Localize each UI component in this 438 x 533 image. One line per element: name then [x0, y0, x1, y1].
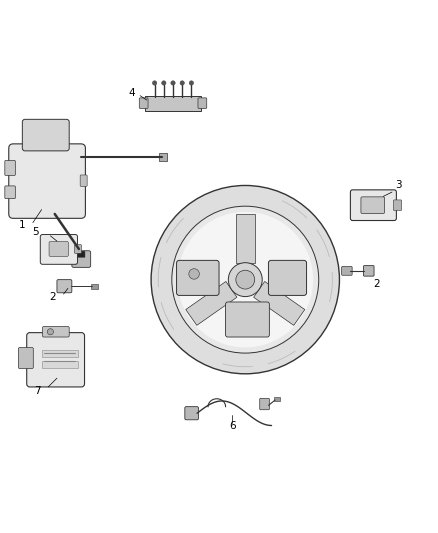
Circle shape: [189, 269, 199, 279]
FancyBboxPatch shape: [159, 152, 167, 160]
Text: 7: 7: [34, 386, 41, 397]
FancyBboxPatch shape: [42, 350, 78, 357]
FancyBboxPatch shape: [40, 235, 78, 264]
FancyBboxPatch shape: [260, 398, 269, 410]
Text: 2: 2: [373, 279, 380, 289]
FancyBboxPatch shape: [42, 361, 78, 368]
Circle shape: [189, 81, 194, 85]
Text: 2: 2: [49, 292, 56, 302]
Circle shape: [152, 81, 157, 85]
FancyBboxPatch shape: [5, 186, 15, 199]
FancyBboxPatch shape: [145, 96, 201, 111]
Text: 4: 4: [128, 88, 135, 99]
FancyBboxPatch shape: [9, 144, 85, 219]
FancyBboxPatch shape: [49, 241, 68, 256]
FancyBboxPatch shape: [18, 348, 33, 368]
Circle shape: [236, 270, 255, 289]
FancyBboxPatch shape: [27, 333, 85, 387]
Circle shape: [172, 206, 319, 353]
FancyBboxPatch shape: [198, 98, 207, 108]
Circle shape: [177, 212, 313, 348]
Polygon shape: [236, 214, 255, 263]
Circle shape: [171, 81, 175, 85]
FancyBboxPatch shape: [361, 197, 385, 214]
FancyBboxPatch shape: [226, 302, 269, 337]
FancyBboxPatch shape: [139, 98, 148, 108]
Circle shape: [180, 81, 184, 85]
Text: 1: 1: [18, 220, 25, 230]
FancyBboxPatch shape: [268, 260, 307, 295]
FancyBboxPatch shape: [22, 119, 69, 151]
Circle shape: [151, 185, 339, 374]
FancyBboxPatch shape: [72, 251, 91, 268]
FancyBboxPatch shape: [185, 407, 198, 420]
Circle shape: [228, 263, 262, 296]
Polygon shape: [254, 281, 305, 325]
FancyBboxPatch shape: [42, 327, 69, 337]
FancyBboxPatch shape: [80, 175, 87, 187]
FancyBboxPatch shape: [5, 160, 15, 175]
FancyBboxPatch shape: [393, 200, 402, 211]
FancyBboxPatch shape: [364, 265, 374, 276]
Text: 5: 5: [32, 228, 39, 237]
FancyBboxPatch shape: [350, 190, 396, 221]
FancyBboxPatch shape: [57, 280, 72, 293]
FancyBboxPatch shape: [91, 284, 98, 289]
Text: 6: 6: [229, 422, 236, 431]
Text: 3: 3: [395, 181, 402, 190]
Polygon shape: [186, 281, 237, 325]
FancyBboxPatch shape: [177, 260, 219, 295]
Circle shape: [162, 81, 166, 85]
FancyBboxPatch shape: [76, 251, 85, 257]
Circle shape: [47, 329, 53, 335]
FancyBboxPatch shape: [74, 245, 81, 253]
FancyBboxPatch shape: [342, 266, 352, 275]
FancyBboxPatch shape: [274, 397, 280, 401]
